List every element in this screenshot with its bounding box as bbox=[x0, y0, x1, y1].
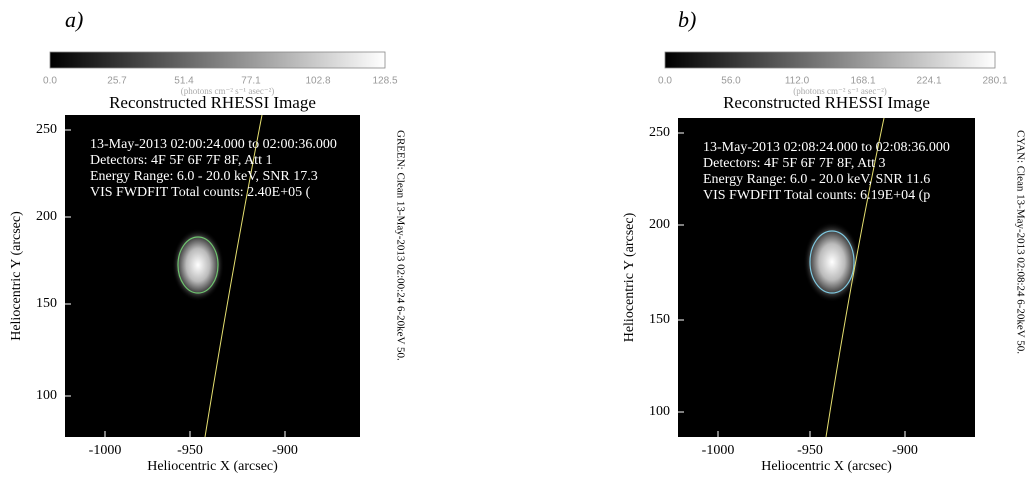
annotation-line: VIS FWDFIT Total counts: 2.40E+05 ( bbox=[90, 185, 311, 200]
y-tick-label: 200 bbox=[36, 209, 57, 224]
colorbar-tick-label: 25.7 bbox=[107, 76, 127, 87]
y-tick-label: 100 bbox=[649, 404, 670, 419]
annotation: 13-May-2013 02:00:24.000 to 02:00:36.000… bbox=[90, 137, 337, 200]
colorbar-tick-label: 0.0 bbox=[43, 76, 57, 87]
x-axis-label: Heliocentric X (arcsec) bbox=[147, 459, 278, 474]
annotation-line: VIS FWDFIT Total counts: 6.19E+04 (p bbox=[703, 188, 930, 203]
image-title: Reconstructed RHESSI Image bbox=[723, 93, 930, 112]
side-text: GREEN: Clean 13-May-2013 02:00:24 6-20ke… bbox=[394, 130, 406, 361]
annotation-line: Energy Range: 6.0 - 20.0 keV, SNR 17.3 bbox=[90, 169, 318, 184]
y-tick-label: 250 bbox=[36, 122, 57, 137]
x-tick-label: -950 bbox=[797, 443, 823, 458]
x-tick-label: -1000 bbox=[89, 443, 122, 458]
source-blob bbox=[803, 221, 861, 303]
colorbar-tick-label: 128.5 bbox=[372, 76, 397, 87]
annotation-line: Energy Range: 6.0 - 20.0 keV, SNR 11.6 bbox=[703, 172, 930, 187]
side-text: CYAN: Clean 13-May-2013 02:08:24 6-20keV… bbox=[1014, 130, 1026, 354]
y-tick-label: 200 bbox=[649, 217, 670, 232]
annotation-line: Detectors: 4F 5F 6F 7F 8F, Att 1 bbox=[90, 153, 272, 168]
colorbar-units: (photons cm⁻² s⁻¹ asec⁻²) bbox=[793, 86, 887, 96]
x-axis-label: Heliocentric X (arcsec) bbox=[761, 459, 892, 474]
x-tick-label: -950 bbox=[177, 443, 203, 458]
source-blob bbox=[172, 228, 224, 302]
solar-limb bbox=[204, 114, 263, 438]
y-tick-label: 150 bbox=[649, 312, 670, 327]
y-axis-label: Heliocentric Y (arcsec) bbox=[9, 211, 24, 341]
colorbar-tick-label: 77.1 bbox=[241, 76, 261, 87]
colorbar-units: (photons cm⁻² s⁻¹ asec⁻²) bbox=[181, 86, 275, 96]
panel: a) 0.0 25.7 51.4 77.1 102.8 128.5 (photons cm⁻²… bbox=[9, 7, 406, 474]
panel-label: a) bbox=[65, 7, 83, 32]
annotation: 13-May-2013 02:08:24.000 to 02:08:36.000… bbox=[703, 140, 950, 203]
colorbar-tick-label: 168.1 bbox=[850, 76, 875, 87]
solar-limb bbox=[825, 117, 885, 438]
x-tick-label: -900 bbox=[272, 443, 298, 458]
colorbar-tick-label: 51.4 bbox=[174, 76, 194, 87]
annotation-line: 13-May-2013 02:00:24.000 to 02:00:36.000 bbox=[90, 137, 337, 152]
contour bbox=[177, 236, 219, 294]
colorbar-tick-label: 56.0 bbox=[721, 76, 741, 87]
colorbar-tick-label: 224.1 bbox=[916, 76, 941, 87]
panel-label: b) bbox=[678, 7, 696, 32]
image-title: Reconstructed RHESSI Image bbox=[109, 93, 316, 112]
colorbar-tick-label: 102.8 bbox=[305, 76, 330, 87]
y-tick-label: 250 bbox=[649, 125, 670, 140]
y-tick-label: 150 bbox=[36, 296, 57, 311]
x-tick-label: -900 bbox=[892, 443, 918, 458]
colorbar-tick-label: 0.0 bbox=[658, 76, 672, 87]
annotation-line: 13-May-2013 02:08:24.000 to 02:08:36.000 bbox=[703, 140, 950, 155]
colorbar-tick-label: 112.0 bbox=[785, 76, 810, 87]
panel: b) 0.0 56.0 112.0 168.1 224.1 280.1 (photons cm… bbox=[622, 7, 1026, 474]
colorbar bbox=[664, 51, 996, 69]
y-tick-label: 100 bbox=[36, 388, 57, 403]
contour bbox=[809, 230, 855, 294]
colorbar-tick-label: 280.1 bbox=[982, 76, 1007, 87]
y-axis-label: Heliocentric Y (arcsec) bbox=[622, 212, 637, 342]
annotation-line: Detectors: 4F 5F 6F 7F 8F, Att 3 bbox=[703, 156, 885, 171]
x-tick-label: -1000 bbox=[702, 443, 735, 458]
colorbar bbox=[49, 51, 386, 69]
